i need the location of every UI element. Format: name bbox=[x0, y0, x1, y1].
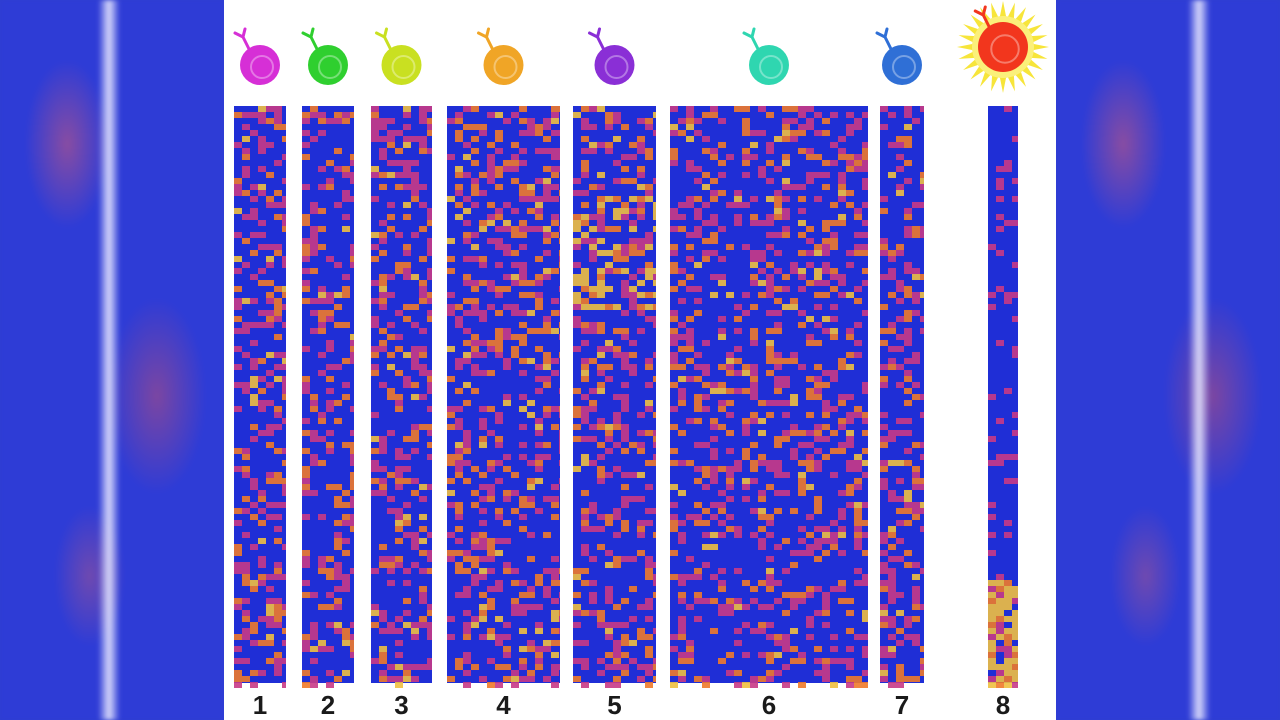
heatmap-column-7 bbox=[880, 106, 924, 688]
blurred-background-left bbox=[0, 0, 224, 720]
heatmap-column-4 bbox=[447, 106, 560, 688]
column-label-8: 8 bbox=[996, 690, 1010, 720]
activation-rays-icon bbox=[957, 1, 1049, 93]
column-label-5: 5 bbox=[607, 690, 621, 720]
column-labels: 1 2 3 4 5 6 7 8 bbox=[253, 690, 1010, 720]
column-label-1: 1 bbox=[253, 690, 267, 720]
heatmap-column-8 bbox=[988, 106, 1018, 688]
cell-icon-8 bbox=[957, 1, 1049, 93]
column-label-7: 7 bbox=[895, 690, 909, 720]
column-label-6: 6 bbox=[762, 690, 776, 720]
cell-icon-5 bbox=[588, 27, 635, 85]
heatmap-figure-svg: 1 2 3 4 5 6 7 8 bbox=[233, 1, 1049, 720]
column-label-4: 4 bbox=[496, 690, 511, 720]
heatmap-columns bbox=[234, 106, 1018, 688]
cell-icon-3 bbox=[375, 27, 422, 85]
cell-icon-7 bbox=[875, 27, 922, 85]
heatmap-column-1 bbox=[234, 106, 286, 688]
cell-icon-2 bbox=[301, 27, 348, 85]
heatmap-column-2 bbox=[302, 106, 354, 688]
heatmap-column-5 bbox=[573, 106, 656, 688]
heatmap-column-6 bbox=[670, 106, 868, 688]
cell-icon-6 bbox=[742, 27, 789, 85]
column-label-3: 3 bbox=[394, 690, 408, 720]
cell-icons bbox=[233, 1, 1049, 93]
cell-icon-4 bbox=[477, 27, 524, 85]
blurred-background-right bbox=[1056, 0, 1280, 720]
column-label-2: 2 bbox=[321, 690, 335, 720]
heatmap-figure: 1 2 3 4 5 6 7 8 bbox=[224, 0, 1056, 720]
heatmap-column-3 bbox=[371, 106, 432, 688]
cell-icon-1 bbox=[233, 27, 280, 85]
